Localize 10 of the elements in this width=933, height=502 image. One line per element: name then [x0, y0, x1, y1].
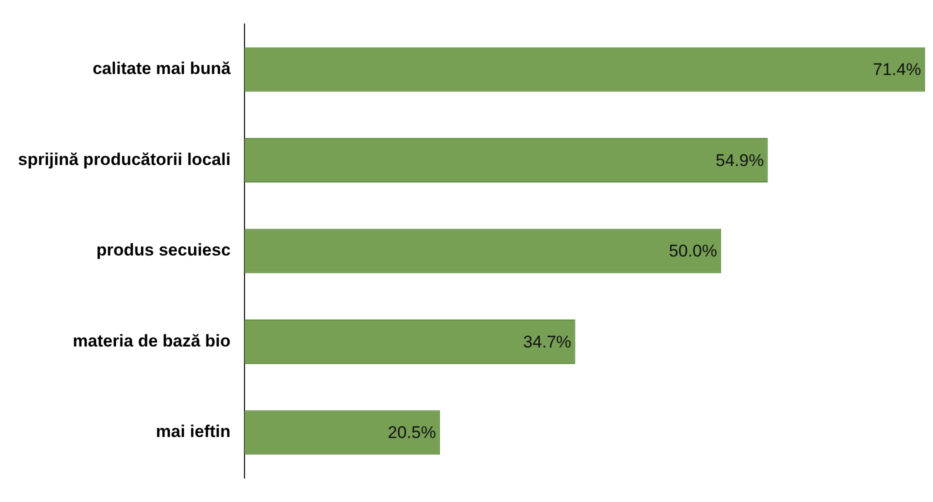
y-tick-label: produs secuiesc [96, 240, 231, 260]
data-label: 34.7% [523, 332, 572, 352]
y-tick-label: materia de bază bio [72, 331, 231, 350]
y-tick-label: sprijină producătorii locali [18, 150, 231, 169]
y-tick-label: calitate mai bună [92, 59, 232, 78]
y-tick-label: mai ieftin [156, 422, 231, 442]
data-label: 20.5% [388, 423, 436, 442]
data-label: 71.4% [872, 60, 922, 80]
data-label: 50.0% [668, 242, 718, 261]
data-label: 54.9% [716, 150, 764, 170]
